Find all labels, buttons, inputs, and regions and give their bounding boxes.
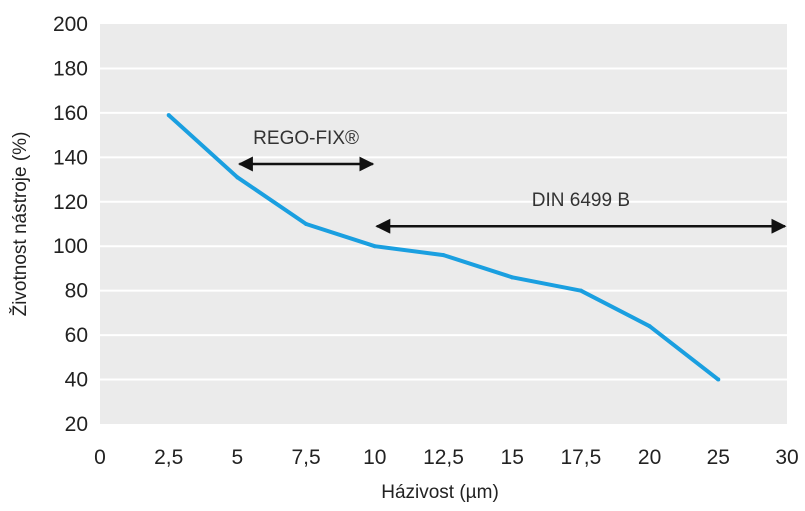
series-lines	[166, 113, 721, 382]
data-point	[441, 253, 446, 258]
y-tick-label: 180	[53, 57, 88, 80]
y-tick-label: 100	[53, 235, 88, 258]
y-tick-label: 140	[53, 146, 88, 169]
data-point	[166, 113, 171, 118]
y-tick-label: 120	[53, 191, 88, 214]
data-point	[647, 324, 652, 329]
x-tick-label: 17,5	[560, 446, 601, 469]
plot-area	[100, 24, 787, 424]
y-tick-labels: 20 40 60 80 100 120 140 160 180 200	[53, 13, 88, 436]
x-tick-label: 2,5	[154, 446, 183, 469]
x-axis-label: Házivost (µm)	[381, 482, 499, 503]
x-tick-label: 7,5	[291, 446, 320, 469]
y-tick-label: 80	[65, 280, 88, 303]
data-point	[235, 175, 240, 180]
y-tick-label: 200	[53, 13, 88, 36]
x-tick-label: 5	[232, 446, 244, 469]
annotation-label: REGO-FIX®	[253, 128, 359, 149]
x-tick-label: 30	[775, 446, 798, 469]
x-tick-label: 0	[94, 446, 106, 469]
y-axis-label: Životnost nástroje (%)	[9, 132, 31, 317]
x-tick-label: 20	[638, 446, 661, 469]
x-tick-label: 10	[363, 446, 386, 469]
y-tick-label: 160	[53, 102, 88, 125]
y-tick-label: 20	[65, 413, 88, 436]
y-tick-label: 60	[65, 324, 88, 347]
x-tick-label: 15	[501, 446, 524, 469]
x-tick-labels: 0 2,5 5 7,5 10 12,5 15 17,5 20 25 30	[94, 446, 799, 469]
data-point	[372, 244, 377, 249]
data-point	[716, 377, 721, 382]
data-point	[304, 222, 309, 226]
annotations: REGO-FIX® DIN 6499 B	[237, 128, 787, 234]
data-point	[510, 275, 515, 280]
data-point	[578, 288, 583, 293]
annotation-label: DIN 6499 B	[532, 190, 630, 211]
x-tick-label: 25	[707, 446, 730, 469]
y-tick-label: 40	[65, 369, 88, 392]
x-tick-label: 12,5	[423, 446, 464, 469]
